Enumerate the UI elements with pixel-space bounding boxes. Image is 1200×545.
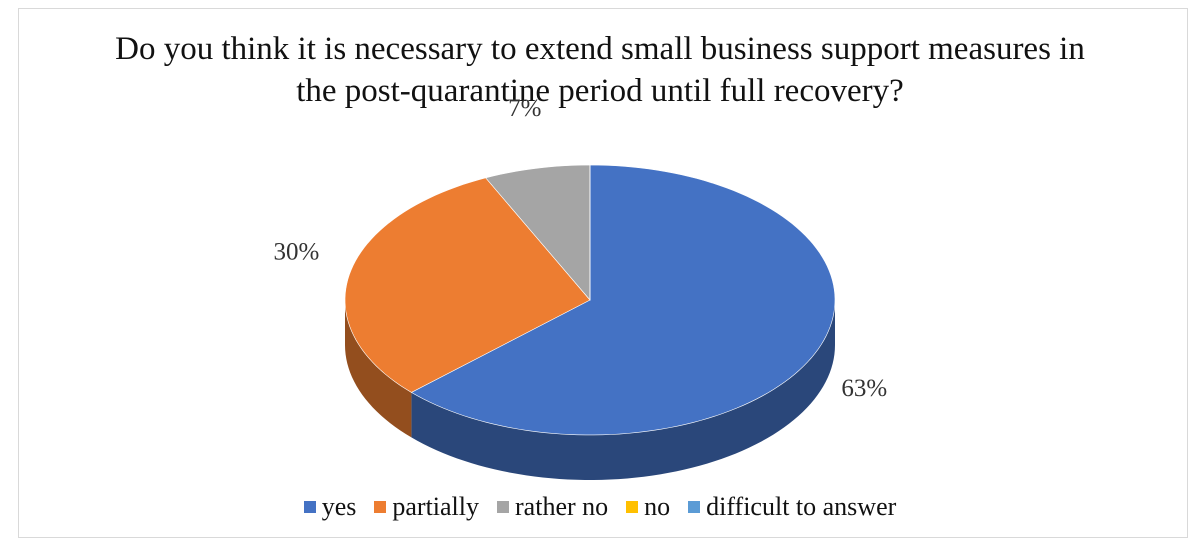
legend-swatch [497, 501, 510, 513]
legend-item: partially [374, 492, 479, 522]
chart-title: Do you think it is necessary to extend s… [115, 31, 1085, 109]
legend-label: difficult to answer [706, 492, 897, 521]
legend-item: yes [303, 492, 357, 522]
data-label: 7% [508, 95, 541, 122]
legend-item: rather no [497, 492, 608, 522]
legend-label: rather no [515, 492, 609, 521]
legend: yes partially rather no no difficult to answ… [0, 492, 1200, 522]
legend-label: yes [321, 492, 357, 521]
legend-item: difficult to answer [688, 492, 896, 522]
legend-swatch [374, 501, 387, 513]
legend-swatch [688, 501, 701, 513]
legend-label: no [644, 492, 671, 521]
slice-side [411, 300, 835, 480]
legend-swatch [626, 501, 639, 513]
data-label: 30% [273, 239, 319, 266]
slice [344, 177, 591, 393]
legend-label: partially [392, 492, 480, 521]
chart-frame [18, 8, 1188, 538]
legend-item: no [626, 492, 670, 522]
slice-side [345, 300, 412, 438]
legend-swatch [303, 501, 316, 513]
data-label: 63% [841, 375, 887, 402]
slice [410, 164, 836, 436]
slice [485, 164, 591, 301]
